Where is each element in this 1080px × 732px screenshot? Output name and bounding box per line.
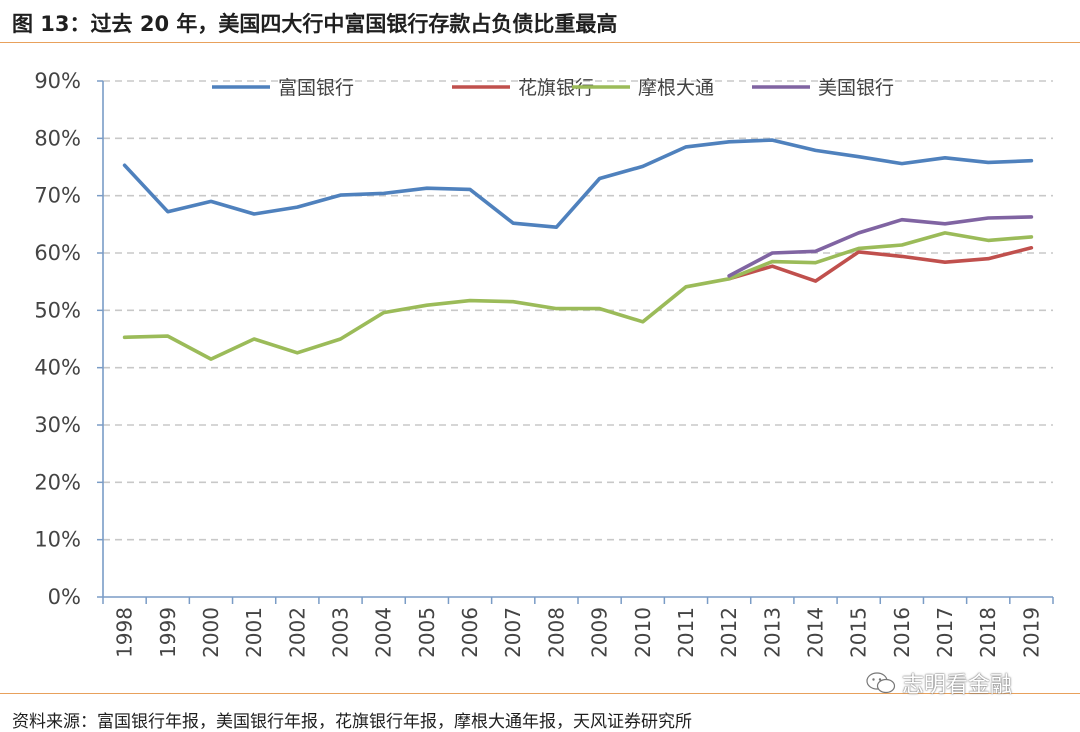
legend-label: 富国银行 [278,77,354,99]
legend-label: 摩根大通 [638,77,714,99]
legend-label: 美国银行 [818,77,894,99]
x-tick-label: 2012 [717,607,741,658]
line-chart: 0% 10% 20% 30% 40% 50% 60% 70% 80% 90% 1998 1999 20… [34,69,1054,658]
wechat-icon [866,672,896,694]
y-tick-label: 0% [48,585,81,609]
y-tick-label: 60% [34,241,81,265]
y-tick-label: 10% [34,528,81,552]
legend-label: 花旗银行 [518,77,594,99]
x-tick-label: 2004 [372,607,396,658]
x-axis-ticks: 1998 1999 2000 2001 2002 2003 2004 2005 2006 2007… [102,597,1054,658]
y-tick-label: 20% [34,470,81,494]
x-tick-label: 2019 [1019,607,1043,658]
x-tick-label: 2003 [329,607,353,658]
chart-title: 图 13：过去 20 年，美国四大行中富国银行存款占负债比重最高 [12,12,618,36]
x-tick-label: 2011 [674,607,698,658]
source-note: 资料来源：富国银行年报，美国银行年报，花旗银行年报，摩根大通年报，天风证券研究所 [12,712,692,732]
y-tick-label: 50% [34,298,81,322]
x-tick-label: 1999 [156,607,180,658]
series-lines [122,138,1034,361]
title-divider [0,42,1080,43]
series-line-2 [122,231,1034,361]
series-line-0 [122,138,1034,229]
x-tick-label: 2018 [976,607,1000,658]
y-axis-ticks: 0% 10% 20% 30% 40% 50% 60% 70% 80% 90% [34,69,103,609]
x-tick-label: 2015 [847,607,871,658]
x-tick-label: 2017 [933,607,957,658]
x-tick-label: 2006 [458,607,482,658]
source-divider [0,693,1080,694]
x-tick-label: 2008 [544,607,568,658]
x-tick-label: 1998 [113,607,137,658]
x-tick-label: 2000 [199,607,223,658]
x-tick-label: 2001 [242,607,266,658]
y-tick-label: 80% [34,126,81,150]
x-tick-label: 2002 [285,607,309,658]
watermark-text: 志明看金融 [902,673,1013,698]
x-tick-label: 2007 [501,607,525,658]
series-line-1 [727,246,1034,283]
y-tick-label: 40% [34,356,81,380]
x-tick-label: 2014 [804,607,828,658]
x-tick-label: 2005 [415,607,439,658]
y-tick-label: 90% [34,69,81,93]
watermark: 志明看金融 [866,667,1012,699]
x-tick-label: 2009 [588,607,612,658]
axes [102,81,1053,598]
x-tick-label: 2016 [890,607,914,658]
series-line-3 [727,215,1034,278]
y-tick-label: 70% [34,184,81,208]
x-tick-label: 2013 [760,607,784,658]
y-tick-label: 30% [34,413,81,437]
x-tick-label: 2010 [631,607,655,658]
legend: 富国银行 花旗银行 摩根大通 美国银行 [212,77,894,99]
